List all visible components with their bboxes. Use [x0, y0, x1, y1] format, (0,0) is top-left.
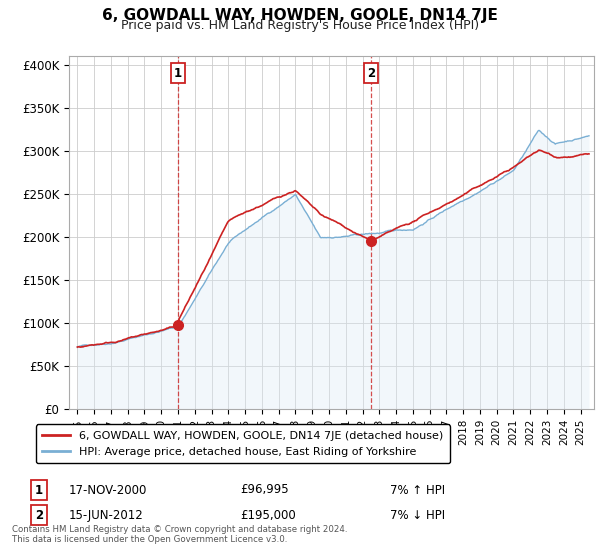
- Text: 2: 2: [35, 508, 43, 522]
- Text: 2: 2: [367, 67, 375, 80]
- Legend: 6, GOWDALL WAY, HOWDEN, GOOLE, DN14 7JE (detached house), HPI: Average price, de: 6, GOWDALL WAY, HOWDEN, GOOLE, DN14 7JE …: [35, 424, 450, 463]
- Text: Price paid vs. HM Land Registry's House Price Index (HPI): Price paid vs. HM Land Registry's House …: [121, 19, 479, 32]
- Text: Contains HM Land Registry data © Crown copyright and database right 2024.
This d: Contains HM Land Registry data © Crown c…: [12, 525, 347, 544]
- Text: 7% ↑ HPI: 7% ↑ HPI: [390, 483, 445, 497]
- Text: £96,995: £96,995: [240, 483, 289, 497]
- Text: 7% ↓ HPI: 7% ↓ HPI: [390, 508, 445, 522]
- Text: £195,000: £195,000: [240, 508, 296, 522]
- Text: 1: 1: [35, 483, 43, 497]
- Text: 15-JUN-2012: 15-JUN-2012: [69, 508, 144, 522]
- Text: 6, GOWDALL WAY, HOWDEN, GOOLE, DN14 7JE: 6, GOWDALL WAY, HOWDEN, GOOLE, DN14 7JE: [102, 8, 498, 24]
- Text: 1: 1: [174, 67, 182, 80]
- Text: 17-NOV-2000: 17-NOV-2000: [69, 483, 148, 497]
